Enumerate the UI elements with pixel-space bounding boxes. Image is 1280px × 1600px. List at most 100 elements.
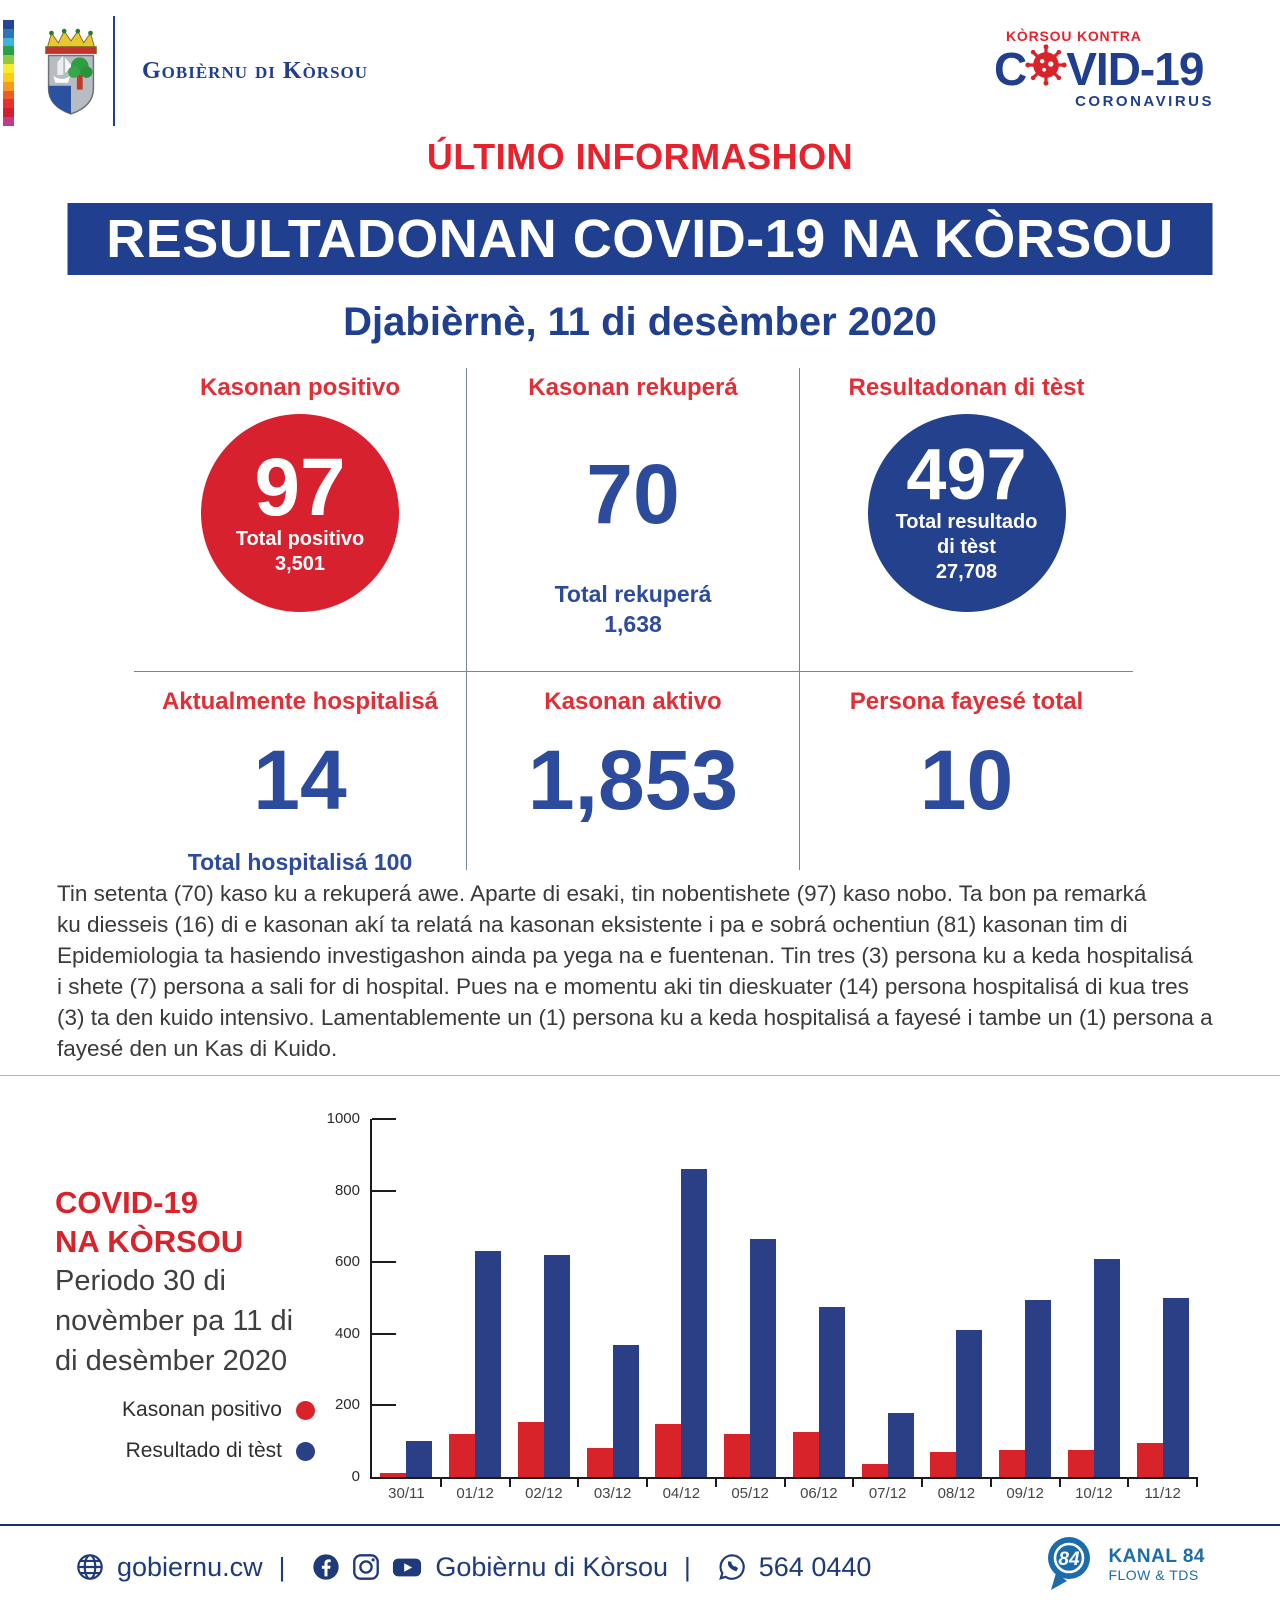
stat-card-aktivo: Kasonan aktivo 1,853	[467, 672, 800, 870]
coronavirus-label: CORONAVIRUS	[1075, 93, 1214, 110]
kanal-name: KANAL 84	[1108, 1545, 1205, 1567]
x-axis-label: 05/12	[731, 1485, 769, 1502]
bar-positivo	[655, 1424, 682, 1477]
bar-positivo	[792, 1432, 819, 1477]
covid-word-left: C	[994, 42, 1027, 95]
paragraph-line: Tin setenta (70) kaso ku a rekuperá awe.…	[57, 881, 1147, 906]
y-axis-tick	[372, 1404, 396, 1407]
stat-card-positivo: Kasonan positivo 97 Total positivo 3,501	[134, 368, 467, 672]
bar-test	[475, 1251, 502, 1477]
x-axis-tick	[1058, 1477, 1061, 1487]
legend-dot-red	[296, 1400, 315, 1420]
covid-word-right: VID-19	[1066, 42, 1204, 95]
bar-test	[818, 1306, 845, 1477]
x-axis-tick	[714, 1477, 717, 1487]
covid19-logo: KÒRSOU KONTRA C	[994, 28, 1214, 110]
footer-pipe: |	[278, 1551, 286, 1582]
bar-positivo	[861, 1464, 888, 1477]
y-axis-label: 0	[351, 1468, 360, 1485]
globe-icon	[75, 1552, 105, 1582]
bar-test	[1162, 1298, 1189, 1477]
x-axis-label: 08/12	[937, 1485, 976, 1502]
bar-group-06/12	[785, 1306, 854, 1477]
bar-positivo	[724, 1434, 751, 1477]
x-axis-tick	[508, 1477, 511, 1487]
stat-sub: di tèst	[937, 535, 996, 558]
y-axis-label: 600	[334, 1253, 360, 1271]
chart-period-line: Periodo 30 di	[55, 1265, 226, 1297]
legend-dot-blue	[296, 1441, 315, 1461]
kanal-tagline: FLOW & TDS	[1108, 1566, 1199, 1583]
bar-group-01/12	[441, 1251, 510, 1477]
bar-group-05/12	[716, 1238, 785, 1477]
rainbow-strip	[3, 20, 14, 126]
org-name: Gobièrnu di Kòrsou	[142, 58, 369, 84]
kanal84-logo: 84 KANAL 84 FLOW & TDS	[1038, 1532, 1205, 1598]
y-axis-tick	[372, 1118, 396, 1120]
stat-label: Persona fayesé total	[849, 688, 1084, 715]
chart-period-line: novèmber pa 11 di	[55, 1305, 294, 1337]
instagram-icon[interactable]	[351, 1552, 381, 1582]
x-axis-label: 01/12	[456, 1485, 494, 1502]
stats-grid: Kasonan positivo 97 Total positivo 3,501…	[134, 368, 1133, 875]
facebook-icon[interactable]	[311, 1552, 341, 1582]
paragraph-line: Epidemiologia ta hasiendo investigashon …	[57, 943, 1193, 968]
bar-test	[750, 1238, 777, 1477]
stat-value: 97	[254, 442, 346, 534]
stat-sub: Total rekuperá	[554, 581, 712, 607]
bar-positivo	[586, 1448, 613, 1477]
bar-test	[1025, 1299, 1052, 1477]
x-axis-tick	[852, 1477, 855, 1487]
supertitle: ÚLTIMO INFORMASHON	[426, 136, 854, 177]
stat-card-test: Resultadonan di tèst 497 Total resultado…	[800, 368, 1133, 672]
stat-card-fayese: Persona fayesé total 10	[800, 672, 1133, 870]
bar-chart-plot-area: 0 200 400 600 800 1000 30/11 01/12 02/12 03/12 04/…	[327, 1110, 1198, 1502]
bar-test	[406, 1441, 433, 1477]
footer-social-name[interactable]: Gobièrnu di Kòrsou	[435, 1551, 668, 1582]
stat-sub: Total positivo	[235, 527, 365, 550]
x-axis-tick	[989, 1477, 992, 1487]
section-divider	[0, 1075, 1280, 1076]
bar-group-04/12	[647, 1169, 716, 1477]
bar-positivo	[930, 1451, 957, 1477]
footer-phone[interactable]: 564 0440	[758, 1551, 872, 1582]
stat-sub: 1,638	[604, 610, 662, 637]
x-axis-label: 11/12	[1144, 1485, 1181, 1502]
bar-positivo	[1136, 1443, 1163, 1477]
footer-website[interactable]: gobiernu.cw	[117, 1551, 263, 1582]
stat-value: 497	[906, 435, 1027, 516]
bar-positivo	[517, 1421, 544, 1477]
paragraph-line: ku diesseis (16) di e kasonan akí ta rel…	[57, 912, 1128, 937]
bar-group-08/12	[922, 1330, 991, 1477]
bar-test	[956, 1330, 983, 1477]
main-title-banner: RESULTADONAN COVID-19 NA KÒRSOU	[67, 203, 1213, 275]
chart-heading-line2: NA KÒRSOU	[55, 1224, 244, 1259]
y-axis-tick	[372, 1332, 396, 1335]
bar-positivo	[1067, 1450, 1094, 1477]
x-axis-tick	[439, 1477, 442, 1487]
stat-card-rekupera: Kasonan rekuperá 70 Total rekuperá 1,638	[467, 368, 800, 672]
x-axis-tick	[783, 1477, 786, 1487]
stat-label: Kasonan aktivo	[544, 688, 722, 715]
x-axis-label: 30/11	[388, 1485, 425, 1502]
legend-row-test: Resultado di tèst	[85, 1439, 315, 1463]
y-axis-tick	[372, 1261, 396, 1264]
y-axis-label: 200	[334, 1396, 360, 1414]
footer: gobiernu.cw | Gobièrnu di Kòrsou |	[75, 1537, 1205, 1596]
bar-group-30/11	[372, 1441, 441, 1477]
virus-icon	[1025, 44, 1067, 93]
stat-value: 10	[919, 733, 1014, 827]
bar-test	[543, 1255, 570, 1477]
bar-positivo	[999, 1450, 1026, 1477]
y-axis-tick	[372, 1189, 396, 1192]
bar-group-03/12	[578, 1344, 647, 1477]
bar-group-10/12	[1060, 1258, 1129, 1477]
stat-sub: Total hospitalisá 100	[187, 849, 413, 875]
x-axis-label: 04/12	[662, 1485, 701, 1502]
whatsapp-icon[interactable]	[717, 1552, 747, 1582]
youtube-icon[interactable]	[391, 1552, 423, 1582]
stat-value: 14	[253, 733, 347, 827]
y-axis-label: 800	[334, 1181, 360, 1199]
bar-group-02/12	[510, 1255, 579, 1477]
